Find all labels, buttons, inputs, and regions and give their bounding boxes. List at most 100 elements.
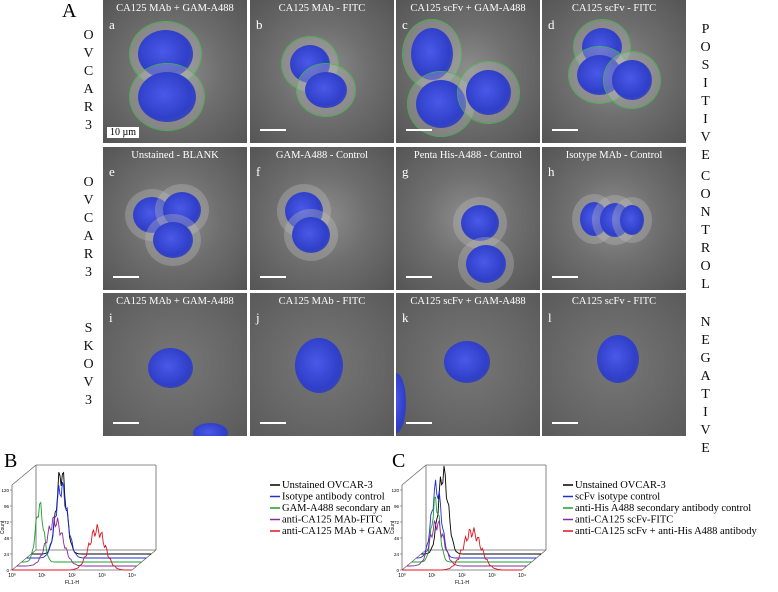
panel-title: Unstained - BLANK — [131, 150, 219, 161]
histogram-curve — [421, 465, 542, 555]
depth-axis — [11, 464, 37, 486]
y-tick-label: 48 — [394, 536, 400, 541]
x-tick-label: 10³ — [98, 573, 106, 579]
y-tick-label: 24 — [4, 552, 10, 557]
micrograph: Unstained - BLANK e — [103, 147, 247, 290]
x-tick-label: 10² — [458, 573, 466, 579]
x-tick-label: 10⁴ — [518, 573, 526, 579]
membrane-stain — [457, 61, 520, 124]
row-group: CONTROL — [698, 169, 713, 295]
y-tick-label: 72 — [394, 520, 400, 525]
nucleus — [612, 60, 652, 100]
scale-bar — [113, 422, 139, 424]
y-tick-label: 0 — [396, 568, 399, 573]
panel-letter: k — [402, 310, 409, 325]
micrograph: Isotype MAb - Control h — [542, 147, 686, 290]
y-axis-label: Count — [0, 520, 6, 534]
legend-label: anti-CA125 MAb + GAM-A488 antibody — [282, 526, 390, 537]
scale-bar — [113, 276, 139, 278]
nucleus — [138, 72, 196, 122]
scale-bar — [552, 276, 578, 278]
panel-label: B — [4, 450, 18, 472]
micrograph: CA125 scFv + GAM-A488 c — [396, 0, 540, 143]
y-tick-label: 96 — [394, 504, 400, 509]
panel-title: GAM-A488 - Control — [275, 150, 369, 161]
nucleus — [444, 341, 490, 383]
micrograph: CA125 scFv - FITC d — [542, 0, 686, 143]
panel-letter: j — [256, 310, 260, 325]
scale-bar — [552, 422, 578, 424]
row-cell-line: OVCAR3 — [81, 28, 96, 136]
scale-bar — [406, 129, 432, 131]
row-group: POSITIVE — [698, 22, 713, 166]
y-tick-label: 120 — [1, 488, 9, 493]
micrograph: CA125 MAb + GAM-A488 i — [103, 293, 247, 436]
x-axis-label: FL1-H — [65, 580, 79, 586]
panel-title: CA125 scFv + GAM-A488 — [410, 3, 526, 14]
histogram-c: 0 24 48 72 96 120 10⁰ 10¹ 10² 10³ 10⁴ Count FL1-H Uns… — [390, 464, 758, 586]
micrograph: CA125 MAb - FITC b — [250, 0, 394, 143]
y-tick-label: 120 — [391, 488, 399, 493]
legend-label: Isotype antibody control — [282, 492, 385, 503]
legend-label: Unstained OVCAR-3 — [575, 480, 666, 491]
x-tick-label: 10³ — [488, 573, 496, 579]
depth-axis — [11, 549, 37, 571]
panel-label: C — [392, 450, 406, 472]
y-tick-label: 48 — [4, 536, 10, 541]
histogram-curve — [16, 515, 137, 567]
x-tick-label: 10² — [68, 573, 76, 579]
nucleus — [620, 205, 644, 235]
y-axis-label: Count — [390, 520, 396, 534]
micrograph: CA125 scFv - FITC l — [542, 293, 686, 436]
histogram-curve — [402, 527, 522, 571]
y-tick-label: 72 — [4, 520, 10, 525]
legend-label: Unstained OVCAR-3 — [282, 480, 373, 491]
scale-bar — [406, 422, 432, 424]
legend-label: GAM-A488 secondary antibody control — [282, 503, 390, 514]
panel-title: CA125 MAb + GAM-A488 — [116, 3, 234, 14]
nucleus — [396, 373, 406, 433]
panel-letter: l — [548, 310, 552, 325]
depth-axis — [521, 549, 547, 571]
membrane-stain — [296, 63, 356, 117]
membrane-stain — [129, 63, 205, 131]
y-tick-label: 24 — [394, 552, 400, 557]
y-tick-label: 96 — [4, 504, 10, 509]
nucleus — [466, 70, 511, 115]
panel-title: CA125 scFv - FITC — [571, 296, 657, 307]
nucleus — [295, 338, 343, 393]
row-cell-line: OVCAR3 — [81, 175, 96, 283]
panel-letter: a — [109, 17, 115, 32]
micrograph: GAM-A488 - Control f — [250, 147, 394, 290]
scale-bar — [552, 129, 578, 131]
nucleus — [193, 423, 228, 436]
histogram-b: 0 24 48 72 96 120 10⁰ 10¹ 10² 10³ 10⁴ Count FL1-H Uns… — [0, 464, 390, 586]
depth-axis — [401, 464, 427, 486]
micrograph: CA125 MAb - FITC j — [250, 293, 394, 436]
legend-label: anti-CA125 scFv + anti-His A488 antibody — [575, 526, 758, 537]
nucleus — [305, 72, 347, 108]
legend-label: scFv isotype control — [575, 492, 660, 503]
legend-label: anti-CA125 scFv-FITC — [575, 515, 673, 526]
panel-title: Penta His-A488 - Control — [413, 150, 523, 161]
panel-title: CA125 MAb + GAM-A488 — [116, 296, 234, 307]
panel-letter: i — [109, 310, 113, 325]
panel-title: CA125 scFv - FITC — [571, 3, 657, 14]
panel-label: A — [62, 0, 77, 22]
y-tick-label: 0 — [6, 568, 9, 573]
panel-title: CA125 MAb - FITC — [278, 3, 366, 14]
histogram-curve — [26, 481, 147, 559]
panel-letter: h — [548, 164, 555, 179]
panel-title: CA125 MAb - FITC — [278, 296, 366, 307]
panel-title: CA125 scFv + GAM-A488 — [410, 296, 526, 307]
micrograph: CA125 scFv + GAM-A488 k — [396, 293, 540, 436]
nucleus — [153, 222, 193, 258]
panel-letter: c — [402, 17, 408, 32]
row-cell-line: SKOV3 — [81, 321, 96, 411]
histogram-curve — [411, 496, 532, 563]
x-tick-label: 10¹ — [38, 573, 46, 579]
panel-letter: b — [256, 17, 263, 32]
scale-bar — [260, 129, 286, 131]
x-tick-label: 10⁴ — [128, 573, 136, 579]
